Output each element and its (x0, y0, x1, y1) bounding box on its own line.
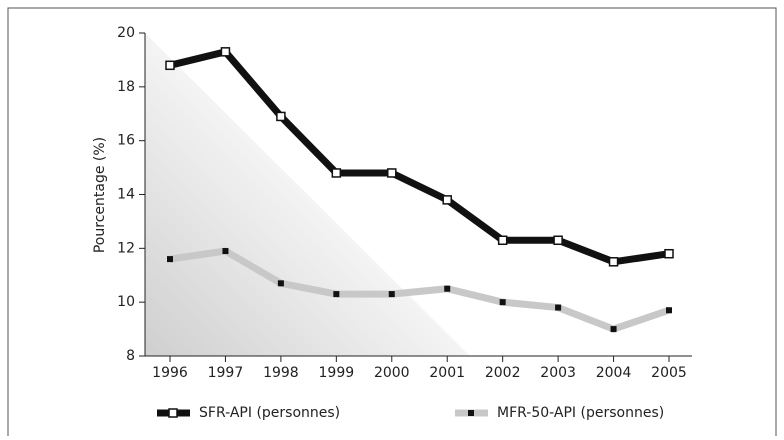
background-shade (145, 33, 470, 356)
legend-marker (468, 410, 474, 416)
point-marker (608, 257, 619, 267)
x-tick-label: 2002 (485, 365, 521, 381)
point-marker (497, 235, 508, 246)
point-marker (165, 60, 175, 71)
point-marker (220, 47, 231, 57)
x-tick-label: 1997 (208, 365, 244, 381)
y-tick-label: 18 (117, 79, 135, 95)
series-line (169, 47, 670, 266)
x-tick-label: 1996 (152, 365, 188, 381)
x-tick-label: 2001 (429, 365, 465, 381)
x-tick-label: 2003 (540, 365, 576, 381)
legend-label: SFR-API (personnes) (199, 405, 340, 421)
point-marker (222, 248, 229, 255)
y-tick-label: 14 (117, 187, 135, 203)
x-tick-label: 2004 (596, 365, 632, 381)
point-marker (387, 168, 397, 178)
point-marker (276, 111, 286, 122)
y-tick-label: 20 (117, 25, 135, 41)
y-axis-label: Pourcentage (%) (92, 137, 108, 253)
x-tick-label: 1998 (263, 365, 299, 381)
point-marker (442, 195, 452, 205)
point-marker (277, 280, 284, 287)
x-tick-label: 2005 (651, 365, 687, 381)
point-marker (553, 235, 563, 246)
point-marker (444, 285, 451, 292)
y-tick-label: 10 (117, 294, 135, 310)
point-marker (388, 291, 395, 298)
point-marker (666, 307, 672, 314)
frame (7, 7, 777, 436)
point-marker (167, 256, 173, 263)
legend-label: MFR-50-API (personnes) (497, 405, 664, 421)
series-line (169, 247, 671, 333)
y-tick-label: 8 (126, 348, 135, 364)
legend-marker (168, 408, 178, 418)
point-marker (555, 304, 562, 311)
point-marker (333, 291, 340, 298)
x-tick-label: 2000 (374, 365, 410, 381)
point-marker (331, 168, 342, 178)
point-marker (610, 326, 617, 333)
y-tick-label: 12 (117, 240, 135, 256)
x-tick-label: 1999 (319, 365, 355, 381)
point-marker (499, 299, 506, 306)
point-marker (664, 248, 674, 259)
y-tick-label: 16 (117, 133, 135, 149)
